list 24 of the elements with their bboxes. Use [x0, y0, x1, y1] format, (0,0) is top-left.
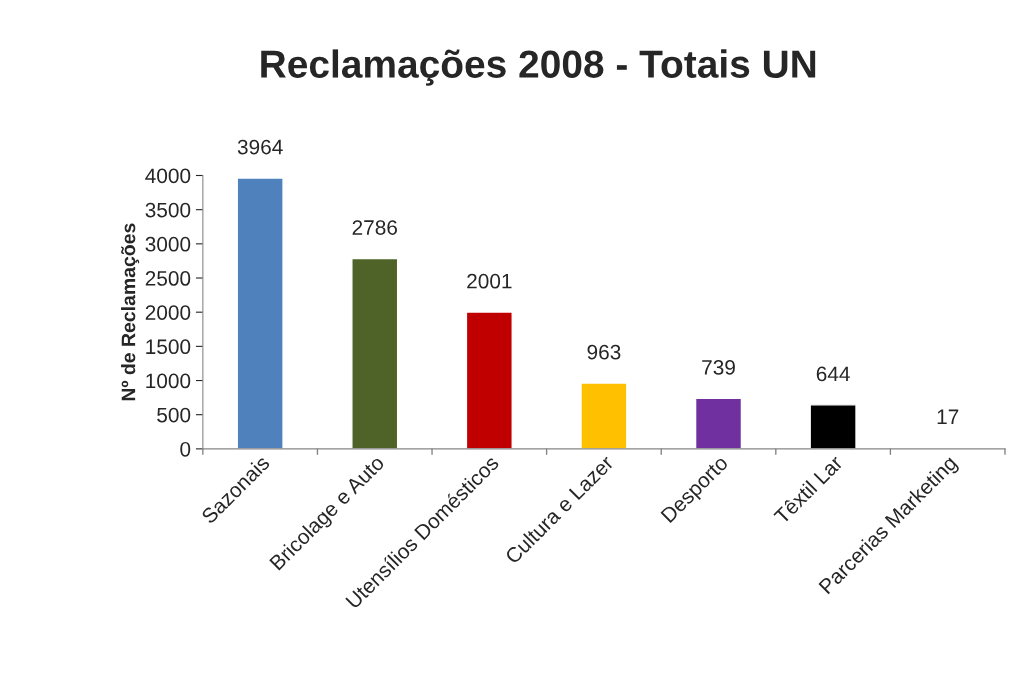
y-tick-label: 3500	[145, 202, 191, 218]
y-axis-title: Nº de Reclamações	[121, 223, 140, 401]
bar	[465, 311, 513, 449]
y-tick-label: 3000	[145, 236, 191, 252]
data-label: 2786	[352, 220, 397, 235]
chart-title: Reclamações 2008 - Totais UN	[261, 49, 816, 86]
data-label: 963	[587, 344, 621, 360]
bar	[809, 404, 857, 449]
bar	[236, 177, 284, 449]
data-label: 739	[702, 360, 735, 375]
bar	[580, 382, 628, 449]
y-tick-label: 4000	[145, 168, 191, 184]
data-label: 3964	[237, 139, 283, 155]
bar	[694, 397, 743, 449]
data-label: 17	[937, 409, 959, 424]
y-tick-label: 2000	[145, 305, 191, 320]
y-tick-label: 2500	[145, 271, 191, 286]
bar	[351, 257, 399, 449]
y-tick-label: 0	[180, 441, 191, 457]
y-tick-label: 1000	[146, 373, 191, 389]
y-tick-label: 1500	[146, 339, 191, 355]
data-label: 2001	[467, 273, 512, 289]
y-tick-label: 500	[157, 407, 191, 423]
data-label: 644	[816, 366, 850, 382]
